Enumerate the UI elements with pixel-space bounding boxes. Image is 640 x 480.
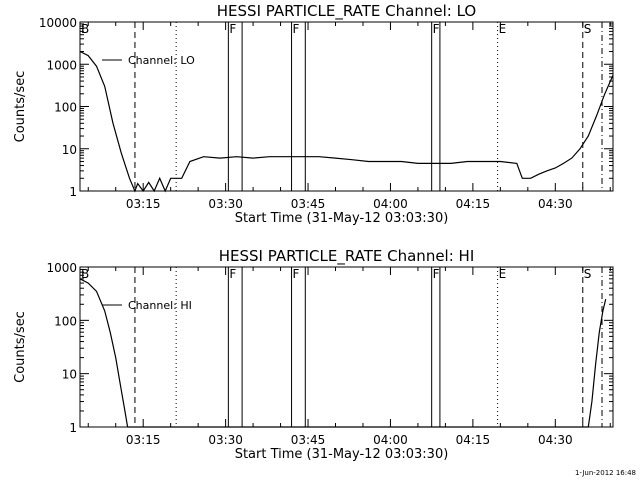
- y-axis-label: Counts/sec: [13, 311, 28, 383]
- x-tick-label: 04:15: [456, 197, 491, 211]
- x-tick-label: 04:00: [373, 197, 408, 211]
- x-tick-label: 04:15: [456, 433, 491, 447]
- y-tick-label: 1: [69, 421, 77, 435]
- timestamp: 1-Jun-2012 16:48: [575, 469, 636, 477]
- series-line: [79, 278, 607, 428]
- x-tick-label: 03:15: [126, 197, 161, 211]
- y-tick-label: 100: [54, 101, 77, 115]
- y-tick-label: 10000: [39, 16, 77, 30]
- x-tick-label: 03:30: [208, 433, 243, 447]
- event-marker-label: F: [433, 267, 440, 281]
- y-tick-label: 1: [69, 185, 77, 199]
- event-marker-label: S: [584, 267, 592, 281]
- chart-panel-1: HESSI PARTICLE_RATE Channel: LO 1 10 100 100…: [13, 2, 614, 226]
- event-marker-label: F: [293, 22, 300, 36]
- event-marker-label: E: [499, 22, 507, 36]
- y-tick-label: 10: [62, 143, 77, 157]
- chart-panel-2: HESSI PARTICLE_RATE Channel: HI 1 10 100 100…: [13, 247, 614, 462]
- event-marker-label: B: [81, 22, 89, 36]
- y-tick-label: 1000: [46, 261, 77, 275]
- x-tick-label: 03:45: [291, 197, 326, 211]
- series-line: [79, 50, 614, 193]
- chart-title: HESSI PARTICLE_RATE Channel: LO: [217, 2, 476, 21]
- x-tick-label: 03:15: [126, 433, 161, 447]
- y-axis-label: Counts/sec: [13, 71, 28, 143]
- legend-label: Channel: LO: [128, 54, 195, 67]
- legend-label: Channel: HI: [128, 299, 192, 312]
- plot-frame: [79, 266, 614, 428]
- plot-frame: [79, 21, 614, 192]
- x-axis-label: Start Time (31-May-12 03:03:30): [235, 211, 449, 226]
- event-marker-label: F: [229, 267, 236, 281]
- event-marker-label: F: [229, 22, 236, 36]
- event-marker-label: F: [433, 22, 440, 36]
- x-tick-label: 03:45: [291, 433, 326, 447]
- event-marker-label: E: [499, 267, 507, 281]
- event-marker-label: S: [584, 22, 592, 36]
- x-tick-label: 03:30: [208, 197, 243, 211]
- chart-title: HESSI PARTICLE_RATE Channel: HI: [219, 247, 475, 266]
- x-tick-label: 04:30: [538, 433, 573, 447]
- x-tick-label: 04:00: [373, 433, 408, 447]
- x-tick-label: 04:30: [538, 197, 573, 211]
- event-marker-label: B: [81, 267, 89, 281]
- y-tick-label: 1000: [46, 58, 77, 72]
- event-marker-label: F: [293, 267, 300, 281]
- y-tick-label: 10: [62, 368, 77, 382]
- x-axis-label: Start Time (31-May-12 03:03:30): [235, 447, 449, 462]
- y-tick-label: 100: [54, 314, 77, 328]
